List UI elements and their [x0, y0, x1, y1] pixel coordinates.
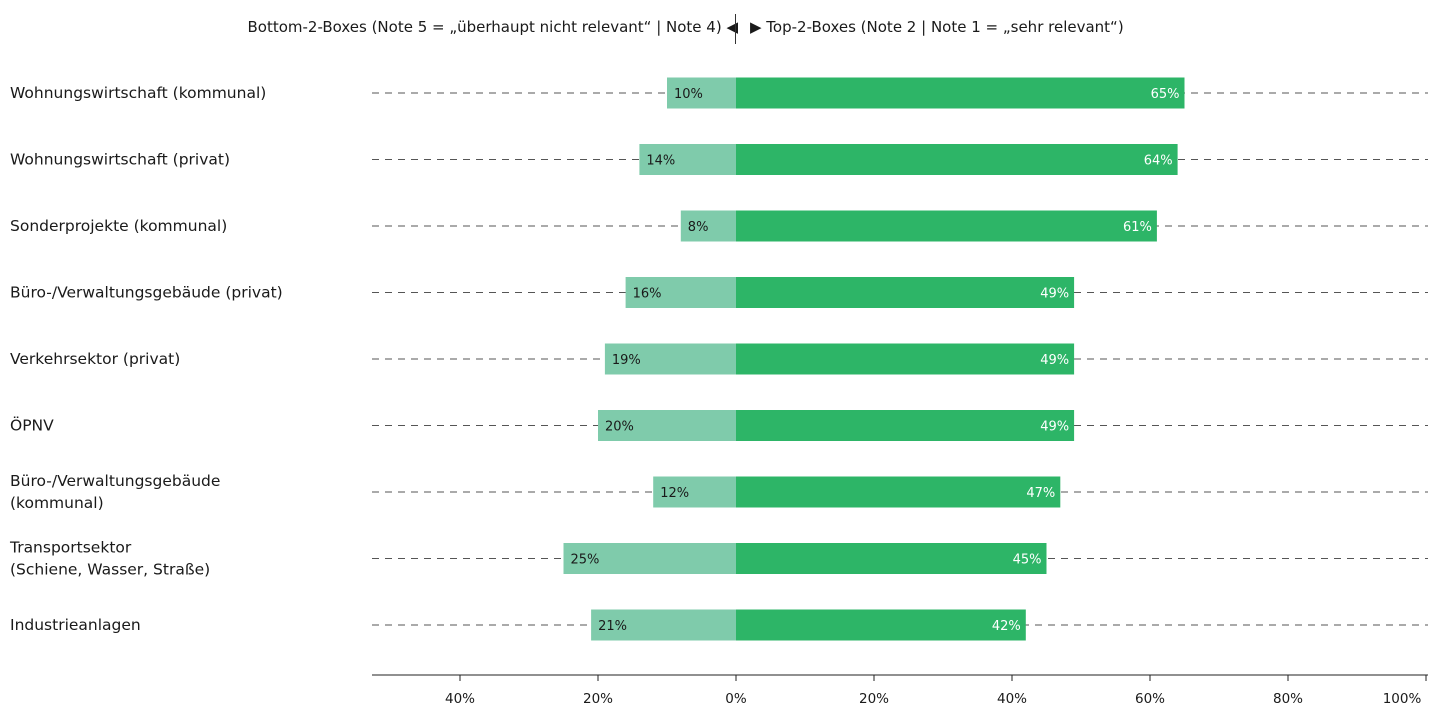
category-label: Wohnungswirtschaft (kommunal) — [10, 84, 266, 102]
data-label-bottom2: 20% — [605, 420, 634, 435]
data-label-top2: 61% — [1123, 220, 1152, 235]
bar-top2 — [736, 343, 1075, 375]
bar-top2 — [736, 144, 1178, 175]
bar-bottom2 — [604, 343, 736, 375]
bar-top2 — [736, 476, 1061, 508]
data-label-top2: 65% — [1151, 87, 1180, 102]
bar-top2 — [736, 77, 1185, 109]
bar-bottom2 — [680, 210, 736, 242]
category-label: Industrieanlagen — [10, 616, 141, 634]
x-tick-label: 100% — [1383, 691, 1422, 707]
data-label-top2: 42% — [992, 619, 1021, 634]
category-label: Wohnungswirtschaft (privat) — [10, 151, 230, 169]
category-label: Büro-/Verwaltungsgebäude (kommunal) — [10, 472, 220, 512]
data-label-bottom2: 12% — [660, 486, 689, 501]
data-label-bottom2: 21% — [598, 619, 627, 634]
data-label-bottom2: 8% — [688, 220, 709, 235]
x-tick-label: 20% — [583, 691, 613, 707]
bar-bottom2 — [653, 476, 736, 508]
bar-bottom2 — [563, 543, 736, 574]
category-label: ÖPNV — [10, 416, 54, 435]
bar-bottom2 — [625, 277, 736, 308]
data-label-bottom2: 19% — [612, 353, 641, 368]
category-label: Sonderprojekte (kommunal) — [10, 217, 227, 235]
bar-top2 — [736, 543, 1047, 574]
bar-bottom2 — [639, 144, 736, 175]
legend-divider — [735, 14, 736, 44]
category-label: Transportsektor (Schiene, Wasser, Straße) — [9, 539, 210, 579]
x-tick-label: 0% — [725, 691, 747, 707]
bar-top2 — [736, 277, 1075, 308]
x-tick-label: 60% — [1135, 691, 1165, 707]
category-label: Büro-/Verwaltungsgebäude (privat) — [10, 284, 283, 302]
x-tick-label: 20% — [859, 691, 889, 707]
legend-bottom2-label: Bottom-2-Boxes (Note 5 = „überhaupt nich… — [247, 18, 738, 36]
data-label-top2: 49% — [1040, 287, 1069, 302]
bar-top2 — [736, 410, 1075, 441]
data-label-top2: 49% — [1040, 420, 1069, 435]
data-label-top2: 64% — [1144, 154, 1173, 169]
bar-bottom2 — [598, 410, 736, 441]
chart-header: Bottom-2-Boxes (Note 5 = „überhaupt nich… — [0, 14, 1430, 44]
x-tick-label: 40% — [445, 691, 475, 707]
data-label-bottom2: 10% — [674, 87, 703, 102]
data-label-bottom2: 14% — [646, 154, 675, 169]
bar-bottom2 — [667, 77, 736, 109]
bar-top2 — [736, 210, 1157, 242]
bar-bottom2 — [591, 609, 736, 641]
category-label: Verkehrsektor (privat) — [10, 350, 180, 368]
legend-top2-label: ▶ Top-2-Boxes (Note 2 | Note 1 = „sehr r… — [750, 18, 1124, 36]
x-tick-label: 40% — [997, 691, 1027, 707]
bar-top2 — [736, 609, 1026, 641]
data-label-bottom2: 16% — [633, 287, 662, 302]
x-tick-label: 80% — [1273, 691, 1303, 707]
data-label-top2: 45% — [1013, 553, 1042, 568]
data-label-top2: 47% — [1026, 486, 1055, 501]
data-label-bottom2: 25% — [571, 553, 600, 568]
data-label-top2: 49% — [1040, 353, 1069, 368]
